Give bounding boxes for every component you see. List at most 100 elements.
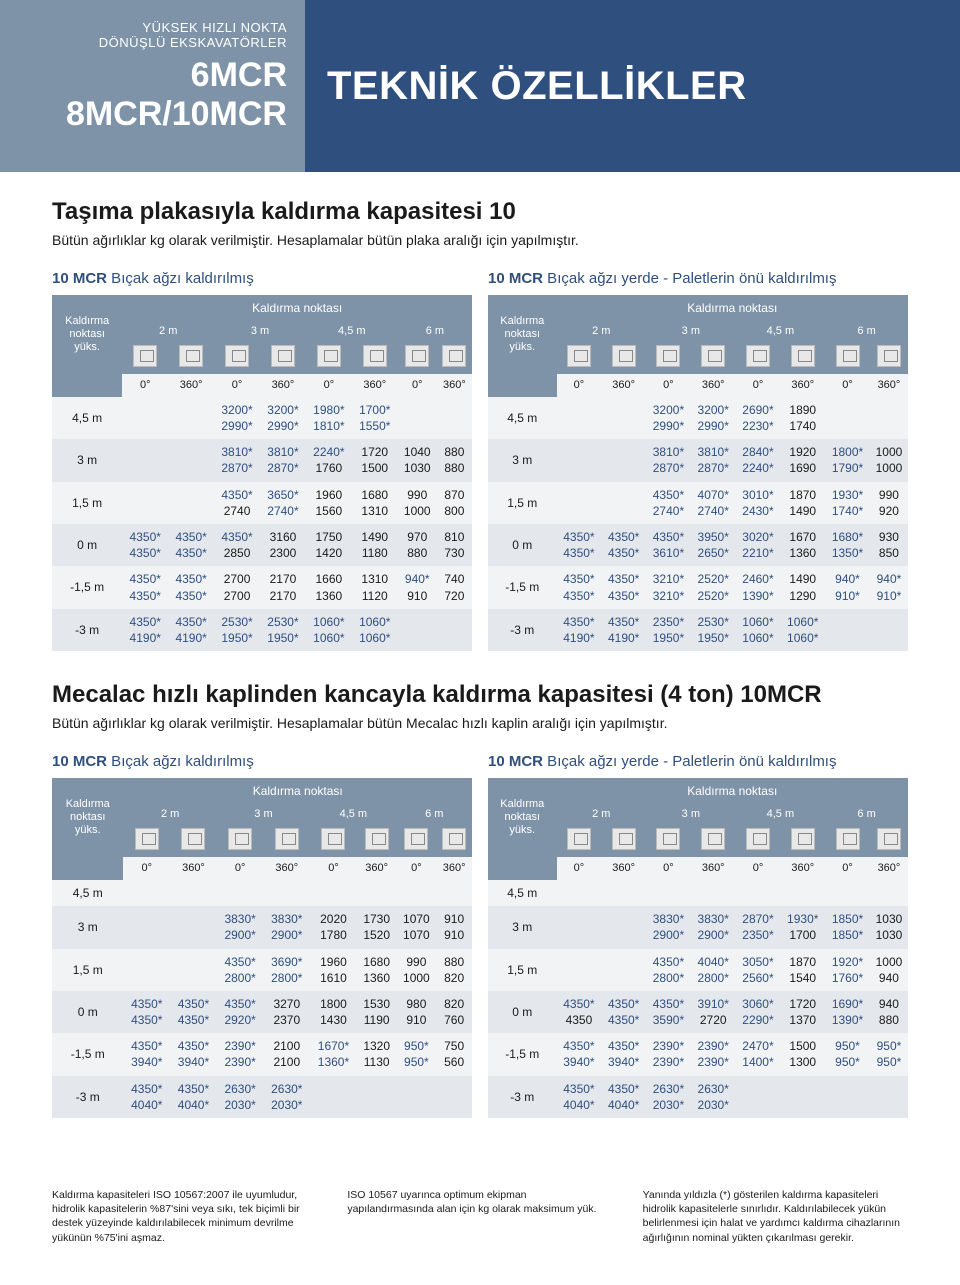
excavator-icon — [225, 345, 249, 367]
row-head: 3 m — [488, 439, 557, 481]
cell — [557, 397, 602, 439]
row-head: 1,5 m — [52, 949, 123, 991]
excavator-icon — [567, 828, 591, 850]
excavator-icon — [791, 345, 815, 367]
cell: 950*950* — [397, 1033, 437, 1075]
cell — [357, 1076, 397, 1118]
deg-cell: 360° — [437, 374, 472, 397]
cell: 1930*1740* — [825, 482, 870, 524]
cell: 940*910* — [870, 566, 908, 608]
deg-cell: 0° — [557, 374, 602, 397]
icon-cell — [736, 824, 781, 857]
deg-cell: 360° — [870, 857, 908, 880]
cell: 910910 — [436, 906, 472, 948]
cell: 2630*2030* — [646, 1076, 691, 1118]
header-sub1: YÜKSEK HIZLI NOKTA — [0, 20, 287, 35]
cell: 10001000 — [870, 439, 908, 481]
icon-cell — [214, 341, 260, 374]
cell: 4350*4350* — [122, 566, 168, 608]
row-head: 0 m — [488, 991, 557, 1033]
cell: 1800*1790* — [825, 439, 870, 481]
row-head: -1,5 m — [52, 566, 122, 608]
icon-cell — [217, 824, 264, 857]
cell: 15001300 — [780, 1033, 825, 1075]
icon-cell — [557, 341, 602, 374]
cell: 2530*1950* — [260, 609, 306, 651]
excavator-icon — [877, 828, 901, 850]
cell: 4350*4350* — [123, 991, 170, 1033]
cell: 2840*2240* — [736, 439, 781, 481]
col-group: Kaldırma noktası — [557, 778, 908, 804]
cell — [170, 906, 217, 948]
cell: 10301030 — [870, 906, 908, 948]
cell: 2520*2520* — [691, 566, 736, 608]
deg-cell: 360° — [260, 374, 306, 397]
deg-cell: 0° — [398, 374, 437, 397]
deg-cell: 0° — [122, 374, 168, 397]
cell — [601, 880, 646, 906]
cell — [436, 880, 472, 906]
cell: 27002700 — [214, 566, 260, 608]
excavator-icon — [363, 345, 387, 367]
cell: 1060*1060* — [736, 609, 781, 651]
cell: 4350*4350* — [601, 991, 646, 1033]
cell: 740720 — [437, 566, 472, 608]
cell: 13201130 — [357, 1033, 397, 1075]
excavator-icon — [133, 345, 157, 367]
cell: 10401030 — [398, 439, 437, 481]
icon-cell — [825, 341, 870, 374]
deg-cell: 0° — [217, 857, 264, 880]
section2-sub: Bütün ağırlıklar kg olarak verilmiştir. … — [52, 715, 908, 731]
cell: 4350*4040* — [123, 1076, 170, 1118]
cell: 2240*1760 — [306, 439, 352, 481]
cell: 3830*2900* — [691, 906, 736, 948]
cell — [780, 880, 825, 906]
cell: 2390*2390* — [691, 1033, 736, 1075]
icon-cell — [736, 341, 781, 374]
cell: 2870*2350* — [736, 906, 781, 948]
row-header-label: Kaldırmanoktasıyüks. — [488, 778, 557, 857]
row-head: 0 m — [52, 524, 122, 566]
icon-cell — [436, 824, 472, 857]
cell — [557, 906, 602, 948]
cell: 20201780 — [310, 906, 357, 948]
footnote-2: ISO 10567 uyarınca optimum ekipman yapıl… — [347, 1188, 612, 1245]
footnote-3: Yanında yıldızla (*) gösterilen kaldırma… — [643, 1188, 908, 1245]
icon-cell — [306, 341, 352, 374]
cell: 4350*4350* — [601, 566, 646, 608]
cell: 17201500 — [352, 439, 398, 481]
cell: 820760 — [436, 991, 472, 1033]
cell — [122, 482, 168, 524]
cell: 4350*4190* — [168, 609, 214, 651]
table-title: 10 MCR Bıçak ağzı yerde - Paletlerin önü… — [488, 270, 908, 287]
cell: 3810*2870* — [214, 439, 260, 481]
cell — [168, 439, 214, 481]
cell: 880880 — [437, 439, 472, 481]
cell: 4350*2740* — [646, 482, 691, 524]
deg-cell: 0° — [646, 374, 691, 397]
col-dist: 6 m — [397, 804, 472, 824]
col-dist: 6 m — [825, 321, 908, 341]
cell — [780, 1076, 825, 1118]
deg-cell: 0° — [214, 374, 260, 397]
cell: 3950*2650* — [691, 524, 736, 566]
cell: 2630*2030* — [217, 1076, 264, 1118]
cell: 2630*2030* — [263, 1076, 310, 1118]
cell — [870, 609, 908, 651]
row-head: -1,5 m — [488, 566, 557, 608]
cell: 2390*2390* — [646, 1033, 691, 1075]
row-head: 1,5 m — [488, 949, 557, 991]
cell: 4350*3610* — [646, 524, 691, 566]
cell: 990920 — [870, 482, 908, 524]
cell: 4350*4190* — [557, 609, 602, 651]
cell — [601, 482, 646, 524]
excavator-icon — [405, 345, 429, 367]
cell — [557, 880, 602, 906]
cell: 4350*4350* — [170, 991, 217, 1033]
cell: 4350*2800* — [217, 949, 264, 991]
cell: 3830*2900* — [263, 906, 310, 948]
icon-cell — [601, 341, 646, 374]
icon-cell — [437, 341, 472, 374]
row-head: 4,5 m — [52, 880, 123, 906]
cell: 4350*3940* — [123, 1033, 170, 1075]
